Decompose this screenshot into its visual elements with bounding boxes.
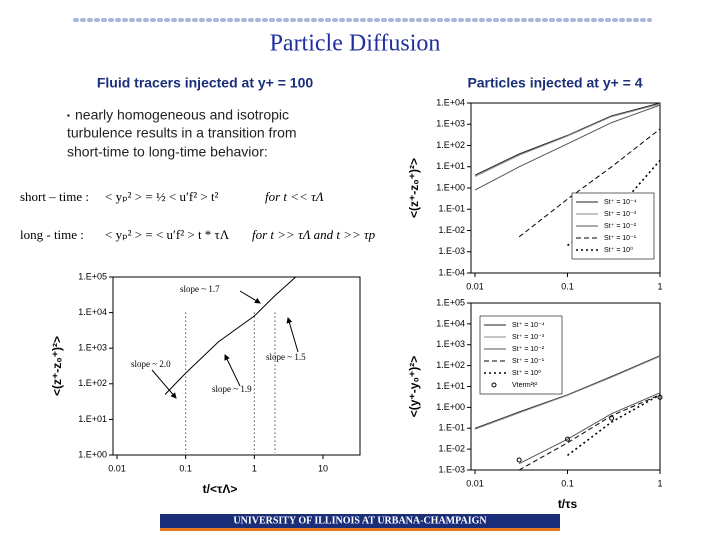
y-tick-label: 1.E+03 — [78, 343, 107, 353]
legend-label: St⁺ = 10⁰ — [604, 246, 633, 254]
line-series — [518, 394, 661, 471]
legend-label: St⁺ = 10⁰ — [512, 369, 541, 377]
point — [657, 394, 663, 400]
line-series — [474, 103, 661, 177]
left-heading: Fluid tracers injected at y+ = 100 — [97, 75, 314, 91]
y-tick-label: 1.E-01 — [438, 423, 465, 433]
annotation-arrow — [286, 317, 299, 353]
equation-condition: for t >> τΛ and t >> τp — [252, 227, 376, 242]
bullet-line: turbulence results in a transition from — [67, 125, 297, 141]
x-tick-label: 0.01 — [466, 281, 484, 291]
footer-bar — [160, 514, 560, 528]
legend-label: St⁺ = 10⁻⁴ — [512, 322, 545, 329]
y-tick-label: 1.E-03 — [438, 464, 465, 474]
legend-label: St⁺ = 10⁻⁴ — [604, 199, 637, 206]
legend-label: St⁺ = 10⁻¹ — [604, 235, 637, 242]
y-tick-label: 1.E+02 — [436, 140, 465, 150]
legend-box — [479, 315, 563, 395]
annotation-arrow — [151, 369, 177, 399]
right-heading: Particles injected at y+ = 4 — [467, 75, 642, 91]
y-tick-label: 1.E+00 — [436, 182, 465, 192]
x-tick-label: 1 — [657, 478, 662, 488]
y-tick-label: 1.E+05 — [436, 297, 465, 307]
annotation: slope ~ 1.9 — [212, 384, 252, 394]
legend-label: St⁺ = 10⁻² — [512, 346, 545, 353]
footer-stripe — [160, 528, 560, 531]
y-tick-label: 1.E+02 — [436, 360, 465, 370]
equation: < yₚ² > = ½ < u′f² > t² — [105, 189, 219, 204]
point — [516, 457, 522, 463]
y-tick-label: 1.E+05 — [78, 271, 107, 281]
annotation-arrow — [224, 354, 241, 387]
line-series — [518, 128, 661, 238]
y-tick-label: 1.E+02 — [78, 378, 107, 388]
equation-label: short – time : — [20, 189, 89, 204]
plot-frame — [112, 276, 361, 456]
x-tick-label: 0.1 — [561, 478, 574, 488]
y-tick-label: 1.E+04 — [78, 307, 107, 317]
x-axis-label: t/τs — [558, 497, 578, 511]
y-tick-label: 1.E+04 — [436, 97, 465, 107]
line-series — [474, 104, 661, 191]
line-series — [474, 102, 661, 176]
x-tick-label: 1 — [657, 281, 662, 291]
x-tick-label: 1 — [252, 463, 257, 473]
legend-label: Vterm²t² — [512, 382, 538, 389]
y-axis-label: <(z⁺-z₀⁺)²> — [407, 158, 421, 218]
equation-condition: for t << τΛ — [265, 189, 324, 204]
y-tick-label: 1.E+00 — [78, 449, 107, 459]
annotation-arrow — [239, 290, 261, 304]
equation-label: long - time : — [20, 227, 84, 242]
y-tick-label: 1.E-02 — [438, 225, 465, 235]
slide-title: Particle Diffusion — [270, 31, 441, 57]
y-tick-label: 1.E-03 — [438, 246, 465, 256]
equation: < yₚ² > = < u′f² > t * τΛ — [105, 227, 230, 242]
x-tick-label: 0.1 — [561, 281, 574, 291]
point — [565, 436, 570, 442]
x-tick-label: 0.1 — [179, 463, 192, 473]
equations: short – time : < yₚ² > = ½ < u′f² > t² f… — [20, 189, 376, 242]
y-tick-label: 1.E+03 — [436, 339, 465, 349]
legend-label: St⁺ = 10⁻¹ — [512, 358, 545, 365]
line-series — [164, 276, 297, 395]
point — [609, 415, 615, 421]
y-tick-label: 1.E+03 — [436, 119, 465, 129]
y-tick-label: 1.E-01 — [438, 204, 465, 214]
bullet-dot: ▪ — [67, 111, 70, 120]
y-tick-label: 1.E-02 — [438, 444, 465, 454]
y-tick-label: 1.E+01 — [436, 381, 465, 391]
y-tick-label: 1.E+01 — [78, 414, 107, 424]
x-tick-label: 0.01 — [108, 463, 126, 473]
y-tick-label: 1.E+00 — [436, 402, 465, 412]
line-series — [567, 394, 661, 457]
legend-label: St⁺ = 10⁻³ — [512, 334, 545, 341]
annotation: slope ~ 1.5 — [266, 352, 306, 362]
legend-swatch — [491, 382, 497, 388]
y-tick-label: 1.E-04 — [438, 267, 465, 277]
footer-text: UNIVERSITY OF ILLINOIS AT URBANA-CHAMPAI… — [233, 515, 487, 526]
x-tick-label: 0.01 — [466, 478, 484, 488]
x-tick-label: 10 — [318, 463, 328, 473]
y-axis-label: <(z⁺-z₀⁺)²> — [50, 336, 64, 396]
bullet-line: short-time to long-time behavior: — [67, 144, 268, 160]
y-axis-label: <(y⁺-y₀⁺)²> — [407, 356, 421, 417]
y-tick-label: 1.E+04 — [436, 318, 465, 328]
line-series — [474, 355, 661, 430]
bullet-line: nearly homogeneous and isotropic — [75, 107, 289, 123]
x-axis-label: t/<τΛ> — [203, 482, 238, 496]
legend-label: St⁺ = 10⁻² — [604, 223, 637, 230]
line-series — [518, 392, 661, 465]
annotation: slope ~ 1.7 — [180, 284, 220, 294]
annotation: slope ~ 2.0 — [131, 359, 171, 369]
y-tick-label: 1.E+01 — [436, 161, 465, 171]
legend-label: St⁺ = 10⁻³ — [604, 211, 637, 218]
